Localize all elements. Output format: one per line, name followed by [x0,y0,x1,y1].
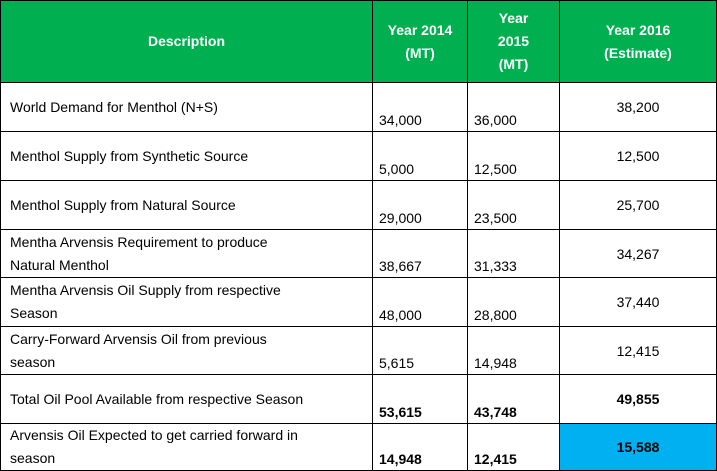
cell-2016-highlight: 15,588 [559,423,717,471]
cell-2014: 53,615 [372,374,468,424]
cell-2014: 48,000 [372,277,468,327]
cell-2016: 37,440 [559,277,717,327]
row-label: Mentha Arvensis Requirement to produce N… [0,229,373,278]
cell-2015: 14,948 [467,326,560,375]
cell-2016: 25,700 [559,180,717,230]
cell-2014: 14,948 [372,423,468,471]
table-row: World Demand for Menthol (N+S) 34,000 36… [0,82,717,132]
row-label: Menthol Supply from Natural Source [0,180,373,230]
cell-2015: 31,333 [467,229,560,278]
table-row: Total Oil Pool Available from respective… [0,374,717,424]
cell-2015: 12,500 [467,131,560,181]
table-row: Carry-Forward Arvensis Oil from previous… [0,326,717,375]
row-label: Arvensis Oil Expected to get carried for… [0,423,373,471]
table-row: Mentha Arvensis Requirement to produce N… [0,229,717,278]
cell-2016: 12,415 [559,326,717,375]
row-label: Mentha Arvensis Oil Supply from respecti… [0,277,373,327]
cell-2016: 38,200 [559,82,717,132]
row-label: Carry-Forward Arvensis Oil from previous… [0,326,373,375]
cell-2015: 28,800 [467,277,560,327]
cell-2015: 12,415 [467,423,560,471]
header-description: Description [0,0,373,83]
cell-2016: 49,855 [559,374,717,424]
row-label: Total Oil Pool Available from respective… [0,374,373,424]
header-year-2014: Year 2014 (MT) [372,0,468,83]
cell-2015: 23,500 [467,180,560,230]
cell-2015: 36,000 [467,82,560,132]
cell-2016: 12,500 [559,131,717,181]
row-label: World Demand for Menthol (N+S) [0,82,373,132]
table-row: Arvensis Oil Expected to get carried for… [0,423,717,471]
header-row: Description Year 2014 (MT) Year 2015 (MT… [0,0,717,83]
cell-2014: 34,000 [372,82,468,132]
cell-2014: 5,615 [372,326,468,375]
cell-2016: 34,267 [559,229,717,278]
cell-2014: 29,000 [372,180,468,230]
header-year-2016: Year 2016 (Estimate) [559,0,717,83]
table-row: Menthol Supply from Natural Source 29,00… [0,180,717,230]
row-label: Menthol Supply from Synthetic Source [0,131,373,181]
header-year-2015: Year 2015 (MT) [467,0,560,83]
cell-2015: 43,748 [467,374,560,424]
cell-2014: 38,667 [372,229,468,278]
table-row: Menthol Supply from Synthetic Source 5,0… [0,131,717,181]
cell-2014: 5,000 [372,131,468,181]
table-row: Mentha Arvensis Oil Supply from respecti… [0,277,717,327]
